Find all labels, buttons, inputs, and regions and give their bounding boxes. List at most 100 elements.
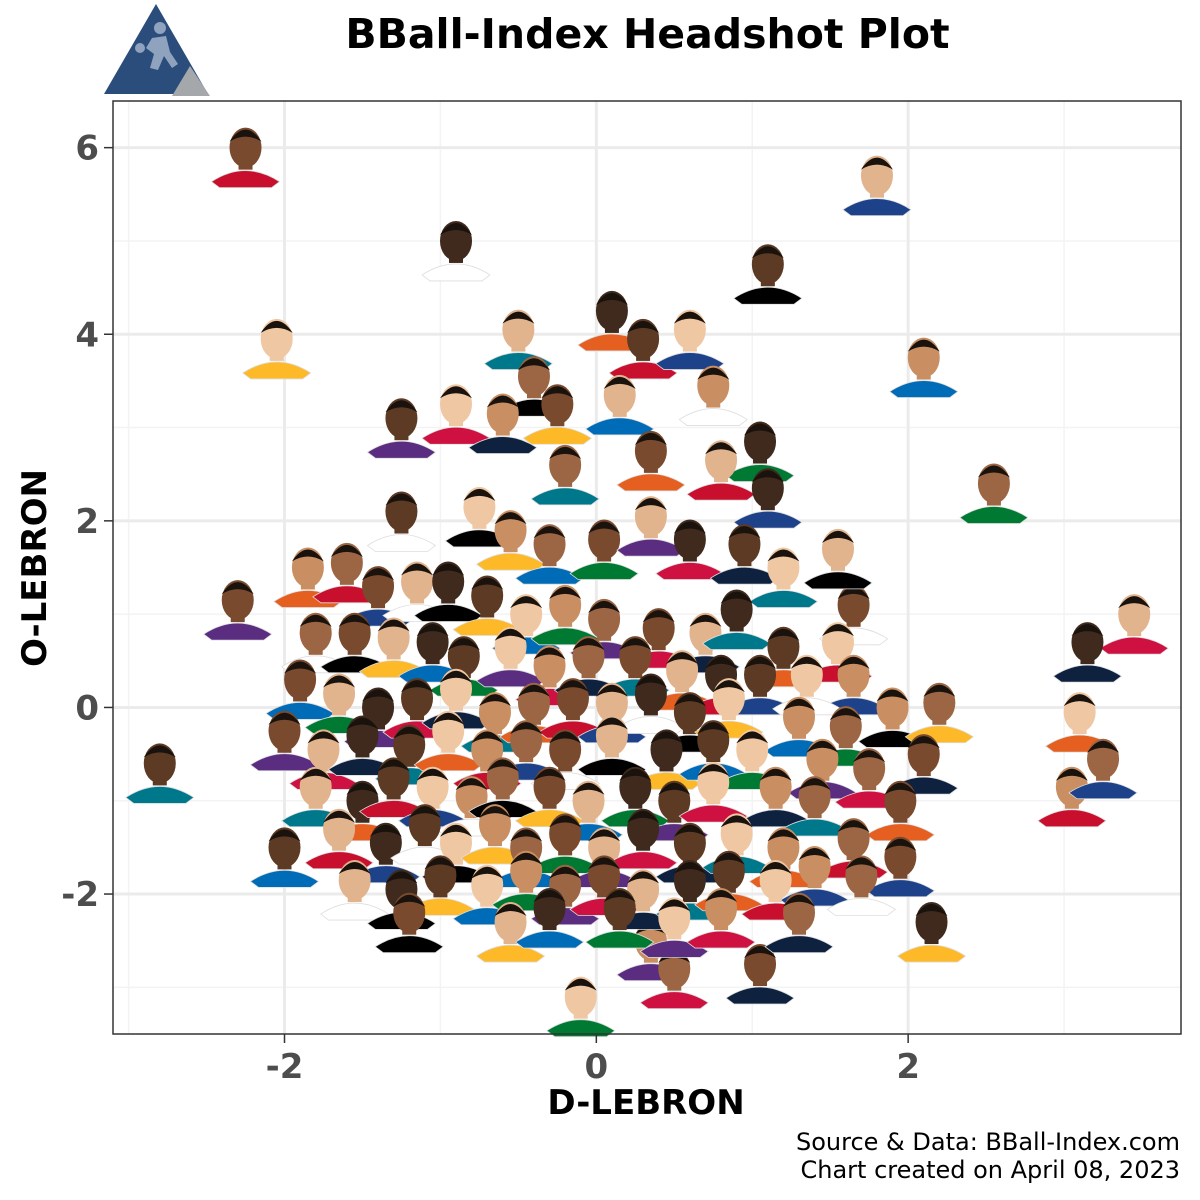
hair-shape [260, 320, 293, 333]
jersey-shape [210, 170, 281, 189]
hair-shape [494, 904, 527, 917]
hair-shape [268, 712, 301, 725]
hair-shape [603, 890, 636, 903]
hair-shape [697, 722, 730, 735]
player-headshot-point [210, 127, 281, 189]
hair-shape [284, 661, 317, 674]
hair-shape [401, 680, 434, 693]
hair-shape [634, 675, 667, 688]
jersey-shape [764, 935, 834, 954]
player-headshot-point [514, 888, 585, 949]
player-headshot-point [273, 547, 343, 608]
jersey-shape [686, 482, 756, 501]
hair-shape [338, 614, 371, 627]
hair-shape [658, 782, 691, 795]
player-headshot-point [616, 673, 686, 734]
hair-shape [751, 470, 784, 483]
hair-shape [564, 978, 597, 991]
jersey-shape [678, 408, 748, 426]
jersey-shape [608, 851, 678, 870]
hair-shape [455, 778, 488, 791]
hair-shape [549, 866, 582, 879]
jersey-shape [522, 426, 593, 445]
hair-shape [346, 782, 379, 795]
hair-shape [549, 815, 582, 828]
hair-shape [634, 498, 667, 511]
hair-shape [416, 624, 449, 637]
hair-shape [432, 563, 465, 576]
hair-shape [821, 624, 854, 637]
hair-shape [362, 689, 395, 702]
hair-shape [440, 670, 473, 683]
hair-shape [338, 862, 371, 875]
player-headshot-point [865, 836, 936, 898]
hair-shape [821, 530, 854, 543]
y-tick-label: 2 [75, 502, 99, 542]
hair-shape [697, 367, 730, 380]
jersey-shape [616, 473, 686, 492]
player-headshot-point [514, 524, 585, 585]
hair-shape [1063, 694, 1096, 707]
player-headshot-point [242, 318, 312, 380]
jersey-shape [530, 487, 600, 506]
jersey-shape [803, 571, 873, 590]
hair-shape [393, 894, 426, 907]
hair-shape [689, 614, 722, 627]
player-headshot-point [701, 589, 772, 650]
hair-shape [595, 684, 628, 697]
hair-shape [533, 526, 566, 539]
jersey-shape [366, 534, 437, 552]
hair-shape [549, 446, 582, 459]
hair-shape [595, 717, 628, 730]
player-headshot-point [522, 384, 593, 445]
y-tick-label: 6 [75, 129, 99, 169]
hair-shape [541, 386, 574, 399]
player-headshot-point [904, 682, 975, 744]
jersey-shape [125, 786, 195, 804]
chart-footer: Source & Data: BBall-Index.com Chart cre… [796, 1128, 1180, 1184]
hair-shape [549, 586, 582, 599]
hair-shape [346, 717, 379, 730]
hair-shape [502, 311, 535, 324]
hair-shape [471, 731, 504, 744]
hair-shape [790, 656, 823, 669]
hair-shape [712, 852, 745, 865]
player-headshot-point [896, 902, 967, 963]
points [125, 127, 1169, 1038]
hair-shape [759, 862, 792, 875]
hair-shape [673, 694, 706, 707]
hair-shape [744, 423, 777, 436]
player-headshot-point [842, 155, 912, 217]
player-headshot-point [748, 547, 819, 608]
jersey-shape [896, 944, 967, 963]
hair-shape [486, 759, 519, 772]
player-headshot-point [304, 808, 374, 870]
player-headshot-point [608, 808, 678, 870]
player-headshot-point [249, 710, 320, 772]
hair-shape [619, 638, 652, 651]
hair-shape [307, 731, 340, 744]
player-headshot-point [725, 421, 795, 482]
player-headshot-point [655, 519, 725, 580]
hair-shape [440, 222, 473, 235]
player-headshot-point [475, 902, 546, 963]
hair-shape [798, 778, 831, 791]
hair-shape [588, 829, 621, 842]
hair-shape [369, 824, 402, 837]
hair-shape [572, 638, 605, 651]
jersey-shape [1037, 809, 1107, 828]
player-headshot-point [818, 654, 889, 716]
jersey-shape [413, 753, 483, 772]
jersey-shape [889, 380, 959, 398]
hair-shape [783, 698, 816, 711]
hair-shape [1055, 768, 1088, 781]
jersey-shape [1068, 781, 1138, 800]
hair-shape [393, 726, 426, 739]
hair-shape [627, 320, 660, 333]
hair-shape [471, 577, 504, 590]
hair-shape [533, 647, 566, 660]
hair-shape [673, 311, 706, 324]
hair-shape [408, 806, 441, 819]
axis-ticks: -2 0 2 6 4 2 0 -2 [61, 129, 920, 1087]
